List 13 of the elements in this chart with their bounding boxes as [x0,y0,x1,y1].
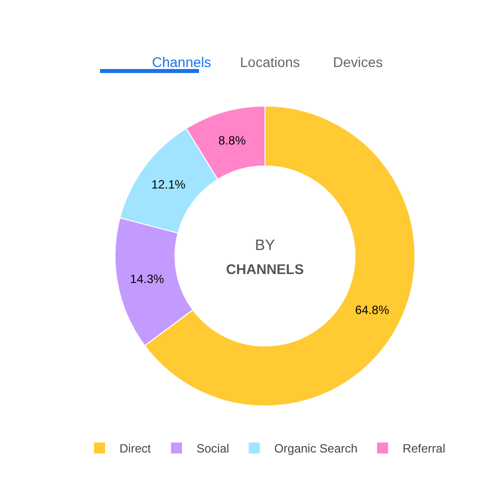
legend-label: Organic Search [274,442,358,456]
legend-label: Social [196,442,230,456]
legend-label: Referral [402,442,446,456]
text: Channels [152,54,212,70]
text: Locations [240,54,300,70]
data-label: 8.8% [218,134,246,148]
data-label: 12.1% [151,178,186,192]
legend-label: Direct [120,442,152,456]
data-label: 14.3% [130,272,164,286]
text: CHANNELS [226,261,304,277]
text: Devices [333,54,383,70]
text: BY [255,237,276,254]
data-label: 64.8% [355,302,390,317]
